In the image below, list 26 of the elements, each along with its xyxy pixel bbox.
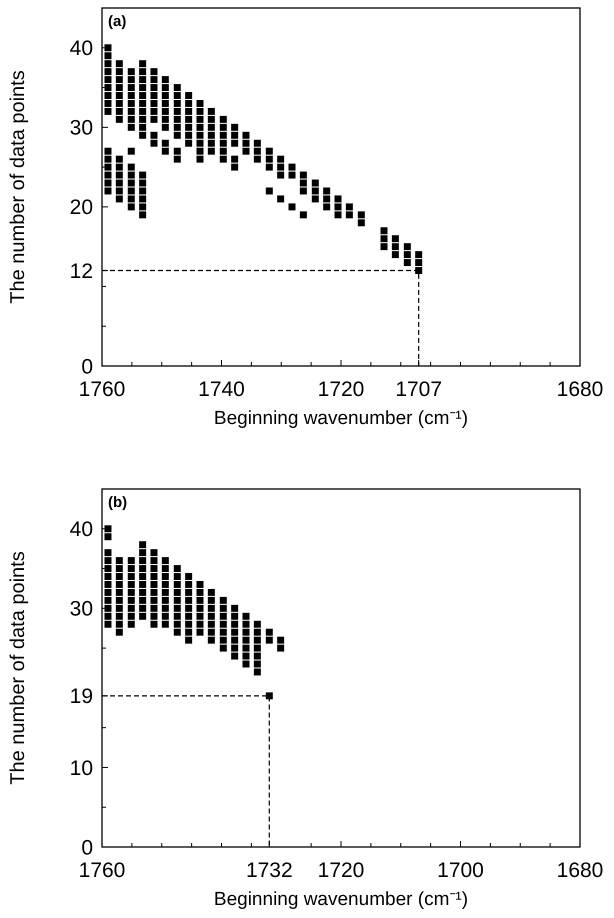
y-axis-title: The number of data points [7,70,29,304]
y-tick-label: 20 [70,196,93,220]
x-tick-label: 1760 [78,859,126,882]
annotation: (b) [108,494,128,511]
y-tick-label: 0 [81,355,93,378]
y-tick-label: 30 [70,116,93,140]
x-tick-label: 1732 [246,859,293,882]
x-tick-label: 1707 [395,378,442,401]
x-tick-label: 1700 [437,859,484,882]
y-tick-label: 40 [70,37,93,60]
y-tick-label: 40 [70,518,93,542]
x-tick-label: 1740 [198,378,245,401]
x-axis-title: Beginning wavenumber (cm⁻¹) [214,408,468,429]
x-tick-label: 1720 [318,859,364,882]
annotation: (a) [108,13,126,30]
y-tick-label: 19 [70,685,93,708]
x-tick-label: 1680 [556,378,604,401]
y-tick-label: 12 [70,260,93,283]
y-tick-label: 30 [70,598,93,621]
y-tick-label: 10 [70,756,93,780]
x-axis-title: Beginning wavenumber (cm⁻¹) [214,889,468,910]
x-tick-label: 1680 [556,859,604,882]
x-tick-label: 1720 [318,378,364,401]
x-tick-label: 1760 [78,378,126,401]
y-axis-title: The number of data points [7,551,29,785]
y-tick-label: 0 [81,836,93,860]
